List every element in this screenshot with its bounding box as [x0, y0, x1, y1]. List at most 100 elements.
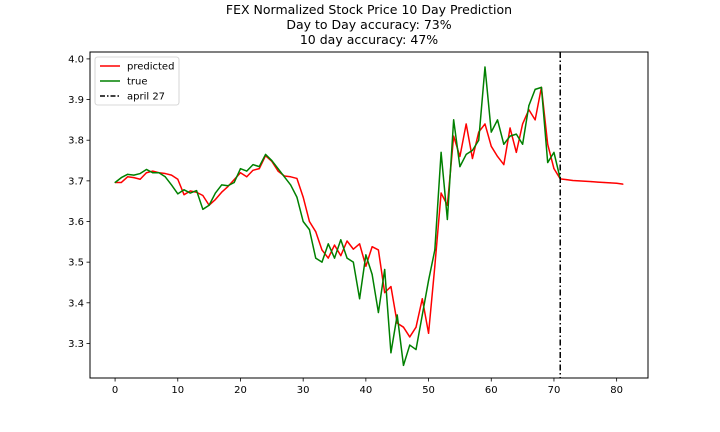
data-point-true: [496, 119, 499, 121]
y-tick-label: 3.4: [68, 298, 84, 309]
data-point-predicted: [503, 164, 505, 166]
x-tick-label: 0: [112, 385, 118, 396]
y-tick-label: 3.8: [68, 136, 84, 147]
data-point-true: [164, 176, 166, 178]
data-point-predicted: [139, 178, 141, 180]
data-point-true: [515, 133, 517, 135]
y-tick-label: 3.5: [68, 258, 84, 269]
data-point-true: [484, 66, 486, 68]
data-point-true: [208, 204, 210, 206]
data-point-true: [127, 173, 129, 175]
data-point-predicted: [365, 265, 367, 267]
axes-frame: [89, 51, 649, 379]
data-point-predicted: [471, 157, 474, 160]
data-point-true: [440, 151, 442, 153]
data-point-true: [553, 151, 555, 153]
x-tick-label: 50: [422, 385, 435, 396]
data-point-predicted: [239, 172, 242, 174]
data-point-true: [478, 139, 480, 141]
data-point-predicted: [427, 332, 430, 334]
data-point-predicted: [127, 176, 129, 178]
data-point-predicted: [409, 336, 411, 338]
data-point-predicted: [509, 127, 511, 129]
legend-label: true: [127, 77, 148, 88]
y-tick-label: 3.9: [68, 95, 84, 106]
data-point-true: [152, 172, 154, 174]
data-point-predicted: [371, 246, 373, 248]
chart-title-line-3: 10 day accuracy: 47%: [300, 32, 438, 47]
data-point-true: [114, 181, 116, 184]
y-tick-label: 3.3: [68, 339, 84, 350]
data-point-true: [547, 161, 549, 164]
data-point-predicted: [352, 248, 354, 250]
legend-label: predicted: [127, 62, 174, 73]
data-point-true: [402, 364, 405, 366]
data-point-true: [446, 218, 448, 221]
data-point-true: [296, 196, 298, 198]
data-point-predicted: [572, 179, 574, 182]
data-point-predicted: [133, 177, 135, 179]
data-point-predicted: [258, 168, 260, 170]
data-point-true: [258, 166, 260, 168]
data-point-true: [145, 168, 148, 171]
data-point-predicted: [421, 298, 423, 300]
data-point-true: [365, 254, 367, 256]
data-point-true: [359, 298, 361, 300]
data-point-predicted: [547, 143, 549, 145]
data-point-true: [333, 257, 336, 259]
data-point-true: [158, 172, 160, 174]
data-point-predicted: [465, 123, 467, 125]
data-point-true: [183, 189, 185, 191]
data-point-predicted: [415, 326, 417, 328]
data-point-predicted: [152, 170, 154, 172]
data-point-true: [233, 181, 235, 184]
data-point-true: [421, 314, 423, 316]
data-point-predicted: [189, 190, 191, 192]
data-point-true: [264, 153, 267, 156]
data-point-predicted: [496, 155, 499, 158]
data-point-predicted: [296, 177, 298, 180]
data-point-predicted: [459, 155, 461, 158]
chart-title: FEX Normalized Stock Price 10 Day Predic…: [226, 2, 512, 47]
data-point-true: [195, 190, 198, 192]
data-point-predicted: [308, 220, 311, 223]
data-point-predicted: [164, 172, 166, 175]
data-point-true: [352, 261, 354, 263]
data-point-predicted: [597, 181, 599, 183]
data-point-predicted: [603, 181, 605, 184]
data-point-predicted: [327, 257, 329, 259]
data-point-predicted: [340, 255, 342, 257]
data-point-predicted: [214, 198, 216, 201]
data-point-true: [315, 257, 317, 259]
data-point-predicted: [333, 244, 336, 246]
data-point-predicted: [277, 170, 279, 172]
data-point-predicted: [290, 176, 292, 178]
legend-box: [94, 56, 180, 106]
x-tick-label: 80: [610, 385, 623, 396]
data-point-true: [503, 143, 505, 145]
data-point-true: [540, 86, 543, 88]
data-point-true: [214, 192, 216, 194]
chart-title-line-1: FEX Normalized Stock Price 10 Day Predic…: [226, 2, 512, 17]
data-point-predicted: [402, 326, 405, 328]
data-point-predicted: [377, 249, 379, 251]
data-point-predicted: [534, 119, 536, 121]
data-point-predicted: [346, 240, 348, 242]
data-point-true: [327, 243, 329, 245]
data-point-predicted: [565, 179, 568, 181]
data-point-true: [471, 149, 474, 151]
y-tick-label: 3.6: [68, 217, 84, 228]
data-point-true: [490, 131, 492, 133]
data-point-predicted: [590, 181, 593, 183]
data-point-predicted: [359, 243, 361, 245]
data-point-true: [120, 177, 122, 179]
x-tick-label: 10: [171, 385, 184, 396]
data-point-true: [371, 273, 373, 275]
data-point-predicted: [390, 285, 392, 288]
data-point-predicted: [616, 182, 618, 184]
data-point-true: [308, 229, 311, 231]
data-point-true: [277, 168, 279, 170]
data-point-true: [227, 185, 229, 187]
data-point-predicted: [221, 191, 223, 193]
